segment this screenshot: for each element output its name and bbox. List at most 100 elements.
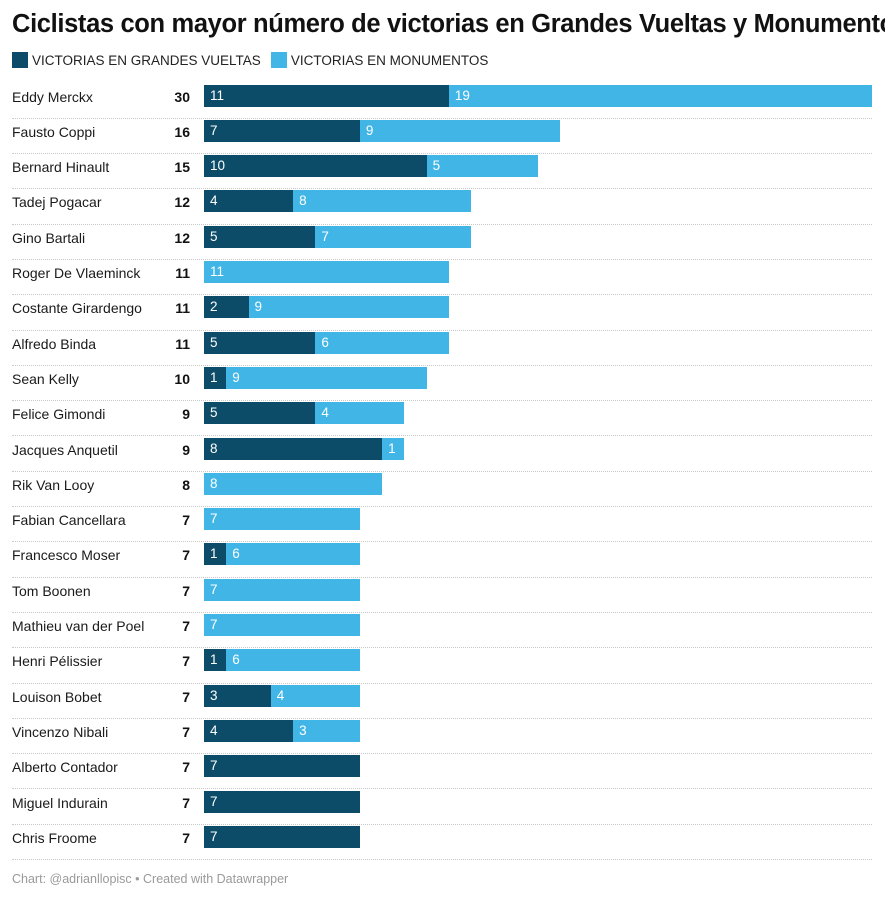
row-divider bbox=[12, 188, 872, 190]
bar-row: Chris Froome 7 7 bbox=[12, 825, 872, 861]
bar-grandes-vueltas bbox=[204, 543, 227, 566]
row-divider bbox=[12, 470, 872, 472]
total-value: 9 bbox=[182, 441, 190, 458]
bar-label-monumentos: 7 bbox=[210, 581, 218, 597]
bar-monumentos bbox=[315, 331, 449, 354]
bar-monumentos bbox=[270, 684, 360, 707]
bar-row: Sean Kelly 10 1 9 bbox=[12, 366, 872, 402]
bar-grandes-vueltas bbox=[204, 366, 227, 389]
rider-name: Roger De Vlaeminck bbox=[12, 265, 141, 281]
bar-label-monumentos: 1 bbox=[388, 440, 396, 456]
bar-monumentos bbox=[315, 225, 472, 248]
total-value: 10 bbox=[174, 370, 190, 387]
bar-monumentos bbox=[204, 578, 360, 601]
bar-label-grandes-vueltas: 5 bbox=[210, 228, 218, 244]
rider-name: Chris Froome bbox=[12, 829, 97, 846]
bar-row: Miguel Indurain 7 7 bbox=[12, 790, 872, 825]
rider-name: Alberto Contador bbox=[12, 759, 118, 776]
bar-monumentos bbox=[204, 261, 449, 283]
row-divider bbox=[12, 400, 872, 402]
total-value: 16 bbox=[174, 123, 190, 140]
total-value: 7 bbox=[182, 688, 190, 705]
row-divider bbox=[12, 541, 872, 543]
row-divider bbox=[12, 329, 872, 331]
bar-monumentos bbox=[448, 84, 872, 107]
bar-label-grandes-vueltas: 7 bbox=[210, 828, 218, 844]
bar-label-monumentos: 7 bbox=[210, 617, 218, 632]
bar-row: Vincenzo Nibali 7 4 3 bbox=[12, 719, 872, 755]
total-value: 11 bbox=[175, 265, 190, 281]
row-divider bbox=[12, 153, 872, 155]
rider-name: Eddy Merckx bbox=[12, 88, 93, 105]
rider-name: Miguel Indurain bbox=[12, 794, 108, 811]
chart-legend: VICTORIAS EN GRANDES VUELTAS VICTORIAS E… bbox=[12, 52, 498, 68]
rider-name: Jacques Anquetil bbox=[12, 441, 118, 458]
bar-label-grandes-vueltas: 5 bbox=[210, 405, 218, 421]
bar-row: Alfredo Binda 11 5 6 bbox=[12, 331, 872, 366]
bar-label-monumentos: 6 bbox=[232, 546, 240, 562]
total-value: 11 bbox=[175, 300, 190, 317]
bar-row: Tadej Pogacar 12 4 8 bbox=[12, 189, 872, 225]
row-divider bbox=[12, 823, 872, 825]
rider-name: Henri Pélissier bbox=[12, 653, 103, 670]
total-value: 9 bbox=[182, 406, 190, 423]
bar-label-grandes-vueltas: 4 bbox=[210, 193, 218, 209]
row-divider bbox=[12, 223, 872, 225]
row-divider bbox=[12, 576, 872, 578]
bar-grandes-vueltas bbox=[204, 84, 449, 107]
bar-monumentos bbox=[426, 155, 538, 178]
total-value: 7 bbox=[182, 547, 190, 564]
bar-row: Louison Bobet 7 3 4 bbox=[12, 684, 872, 719]
row-divider bbox=[12, 788, 872, 790]
bar-label-monumentos: 7 bbox=[321, 228, 329, 244]
row-divider bbox=[12, 258, 872, 260]
rider-name: Bernard Hinault bbox=[12, 159, 110, 176]
row-divider bbox=[12, 117, 872, 119]
bar-row: Rik Van Looy 8 8 bbox=[12, 472, 872, 508]
total-value: 11 bbox=[175, 335, 190, 352]
bar-monumentos bbox=[359, 119, 561, 142]
rider-name: Costante Girardengo bbox=[12, 300, 142, 317]
bar-grandes-vueltas bbox=[204, 331, 316, 354]
bar-grandes-vueltas bbox=[204, 119, 360, 142]
total-value: 7 bbox=[182, 582, 190, 599]
bar-row: Francesco Moser 7 1 6 bbox=[12, 542, 872, 578]
bar-grandes-vueltas bbox=[204, 190, 294, 213]
bar-label-monumentos: 8 bbox=[210, 475, 218, 491]
bar-grandes-vueltas bbox=[204, 649, 227, 672]
rider-name: Fabian Cancellara bbox=[12, 512, 126, 529]
bar-label-monumentos: 9 bbox=[254, 299, 263, 315]
bar-grandes-vueltas bbox=[204, 437, 383, 460]
bar-label-grandes-vueltas: 11 bbox=[210, 87, 225, 103]
bar-row: Tom Boonen 7 7 bbox=[12, 578, 872, 613]
bar-grandes-vueltas bbox=[204, 296, 249, 319]
legend-item-grandes-vueltas: VICTORIAS EN GRANDES VUELTAS bbox=[12, 52, 261, 68]
bar-row: Bernard Hinault 15 10 5 bbox=[12, 154, 872, 190]
bar-label-monumentos: 6 bbox=[321, 334, 329, 350]
bar-grandes-vueltas bbox=[204, 684, 271, 707]
bar-monumentos bbox=[204, 472, 383, 495]
rider-name: Louison Bobet bbox=[12, 688, 102, 705]
rider-name: Tom Boonen bbox=[12, 582, 91, 599]
bar-monumentos bbox=[382, 437, 405, 460]
legend-label-monumentos: VICTORIAS EN MONUMENTOS bbox=[290, 52, 489, 68]
bar-label-monumentos: 9 bbox=[365, 122, 374, 138]
bar-label-monumentos: 8 bbox=[299, 193, 307, 209]
rider-name: Gino Bartali bbox=[12, 229, 86, 246]
row-divider bbox=[12, 753, 872, 755]
bar-label-grandes-vueltas: 1 bbox=[210, 369, 218, 385]
total-value: 8 bbox=[182, 476, 190, 493]
total-value: 7 bbox=[182, 512, 190, 529]
bar-monumentos bbox=[204, 508, 360, 531]
total-value: 12 bbox=[174, 229, 190, 246]
row-divider bbox=[12, 647, 872, 649]
bar-grandes-vueltas bbox=[204, 790, 360, 813]
row-divider bbox=[12, 294, 872, 296]
rider-name: Francesco Moser bbox=[12, 547, 121, 564]
rider-name: Fausto Coppi bbox=[12, 123, 96, 140]
row-divider bbox=[12, 364, 872, 366]
bar-label-monumentos: 3 bbox=[299, 722, 307, 738]
bar-grandes-vueltas bbox=[204, 155, 427, 178]
bar-row: Costante Girardengo 11 2 9 bbox=[12, 295, 872, 331]
rider-name: Felice Gimondi bbox=[12, 406, 106, 423]
